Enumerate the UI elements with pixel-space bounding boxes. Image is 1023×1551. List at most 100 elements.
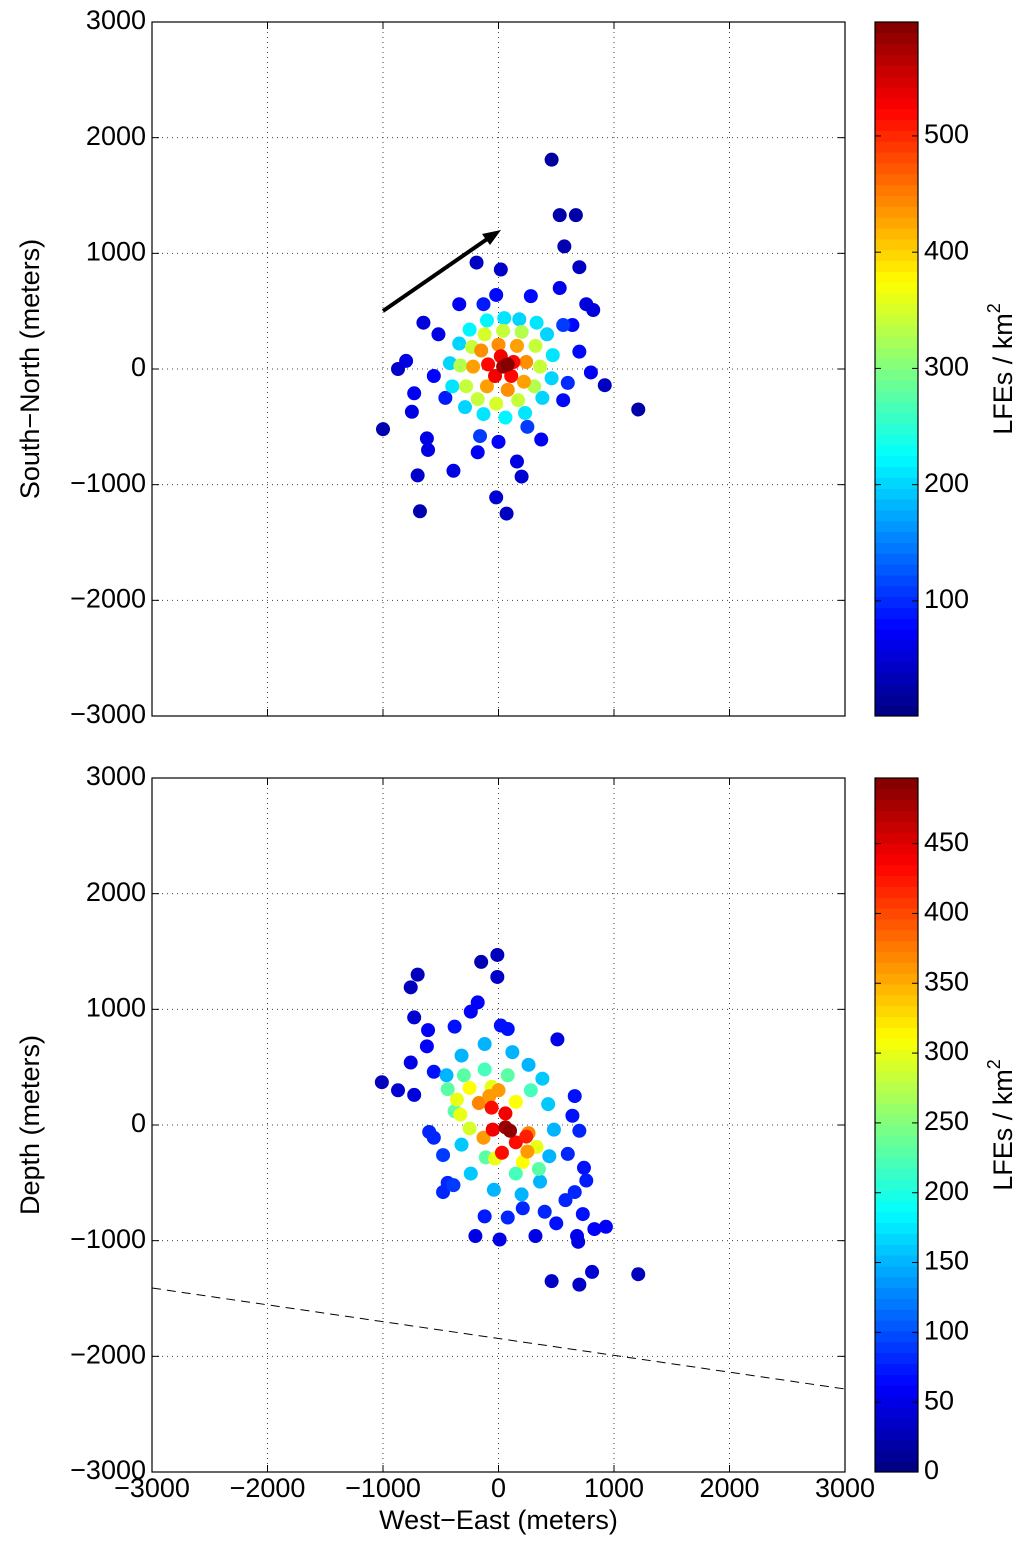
point — [583, 365, 598, 380]
colorbar-swatch — [875, 325, 918, 337]
y-tick-label: 2000 — [86, 877, 146, 907]
panel: −3000 −2000 −1000 0 1000 2000 3000 South−North … — [15, 5, 1018, 729]
point — [529, 315, 544, 330]
point — [426, 368, 441, 383]
point — [459, 379, 474, 394]
colorbar-label-text: LFEs / km — [988, 313, 1018, 435]
colorbar-swatch — [875, 43, 918, 56]
point — [518, 405, 533, 420]
point — [462, 1080, 477, 1095]
colorbar-swatch — [875, 821, 918, 833]
point — [535, 390, 550, 405]
colorbar-swatch — [875, 694, 918, 706]
y-axis-label: South−North (meters) — [15, 239, 45, 499]
colorbar-swatch — [875, 1396, 918, 1408]
point — [440, 1082, 455, 1097]
colorbar-tick-label: 200 — [924, 468, 969, 498]
point — [560, 375, 575, 390]
point — [421, 1023, 436, 1038]
x-tick-label: 1000 — [584, 1473, 644, 1503]
colorbar-swatch — [875, 1255, 918, 1267]
colorbar-swatch — [875, 401, 918, 413]
point — [481, 357, 496, 372]
point — [449, 1092, 464, 1107]
colorbar-swatch — [875, 1016, 918, 1028]
point — [399, 353, 414, 368]
point — [576, 1160, 591, 1175]
point — [528, 338, 543, 353]
point — [498, 1106, 513, 1121]
point — [500, 382, 515, 397]
plots: −3000−2000−10000100020003000South−North … — [15, 5, 1018, 1535]
colorbar-swatch — [875, 853, 918, 866]
point — [541, 1097, 556, 1112]
colorbar-swatch — [875, 1298, 918, 1310]
colorbar-label-exponent: 2 — [984, 1059, 1004, 1069]
colorbar-tick-label: 300 — [924, 352, 969, 382]
colorbar-swatch — [875, 184, 918, 196]
point — [515, 1155, 530, 1170]
colorbar-label-text: LFEs / km — [988, 1069, 1018, 1191]
colorbar-swatch — [875, 705, 918, 717]
colorbar-swatch — [875, 379, 918, 392]
y-axis-label: Depth (meters) — [15, 1035, 45, 1215]
point — [485, 1122, 500, 1137]
colorbar-swatch — [875, 553, 918, 565]
colorbar-swatch — [875, 1406, 918, 1419]
colorbar-swatch — [875, 271, 918, 283]
axes-box — [151, 777, 846, 1473]
y-tick-label: −3000 — [70, 699, 146, 729]
point — [540, 327, 555, 342]
colorbar-swatch — [875, 119, 918, 131]
point — [466, 359, 481, 374]
colorbar-swatch — [875, 929, 918, 942]
point — [422, 1124, 437, 1139]
point — [391, 1083, 406, 1098]
colorbar-tick-label: 100 — [924, 584, 969, 614]
colorbar-swatch — [875, 1222, 918, 1234]
point — [407, 386, 422, 401]
point — [492, 1232, 507, 1247]
point — [535, 1071, 550, 1086]
colorbar-swatch — [875, 466, 918, 478]
colorbar-swatch — [875, 76, 918, 88]
colorbar-tick-label: 0 — [924, 1455, 939, 1485]
point — [452, 336, 467, 351]
colorbar-swatch — [875, 575, 918, 587]
colorbar-tick-label: 50 — [924, 1385, 954, 1415]
point — [488, 368, 503, 383]
point — [631, 1267, 646, 1282]
point — [585, 1264, 600, 1279]
colorbar-swatch — [875, 1244, 918, 1256]
colorbar-swatch — [875, 542, 918, 554]
point — [476, 1130, 491, 1145]
colorbar-swatch — [875, 488, 918, 500]
point — [528, 1229, 543, 1244]
colorbar-swatch — [875, 984, 918, 996]
arrow-head — [482, 230, 501, 245]
colorbar-tick-label: 400 — [924, 897, 969, 927]
y-tick-label: 3000 — [86, 5, 146, 35]
point — [565, 1108, 580, 1123]
colorbar-swatch — [875, 108, 918, 121]
y-tick-label: −1000 — [70, 468, 146, 498]
point — [470, 445, 485, 460]
point — [446, 1178, 461, 1193]
point — [446, 463, 461, 478]
colorbar-swatch — [875, 282, 918, 294]
point — [458, 400, 473, 415]
point — [542, 1149, 557, 1164]
point — [445, 379, 460, 394]
colorbar-swatch — [875, 778, 918, 790]
colorbar-swatch — [875, 1168, 918, 1180]
colorbar-swatch — [875, 141, 918, 153]
point — [544, 152, 559, 167]
point — [514, 469, 529, 484]
point — [470, 995, 485, 1010]
y-tick-label: 1000 — [86, 992, 146, 1022]
colorbar-swatch — [875, 1103, 918, 1115]
point — [521, 1057, 536, 1072]
point — [512, 312, 527, 327]
